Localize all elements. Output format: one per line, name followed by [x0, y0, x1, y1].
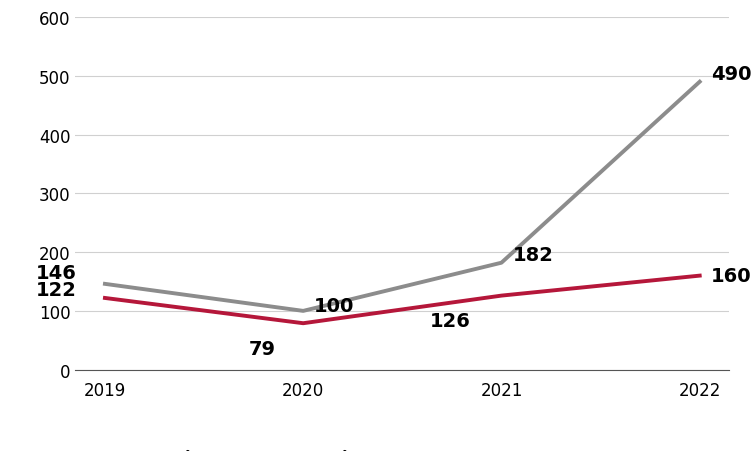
Text: 182: 182	[513, 245, 553, 264]
Text: 146: 146	[36, 264, 77, 283]
Text: 79: 79	[248, 339, 275, 358]
Text: 160: 160	[711, 267, 751, 285]
Text: 100: 100	[314, 296, 355, 315]
Text: 122: 122	[36, 281, 77, 299]
Text: 490: 490	[711, 65, 751, 84]
Legend: Uppehålls och arbetstillstånd, Medborgarskap: Uppehålls och arbetstillstånd, Medborgar…	[75, 442, 586, 451]
Text: 126: 126	[430, 311, 471, 331]
